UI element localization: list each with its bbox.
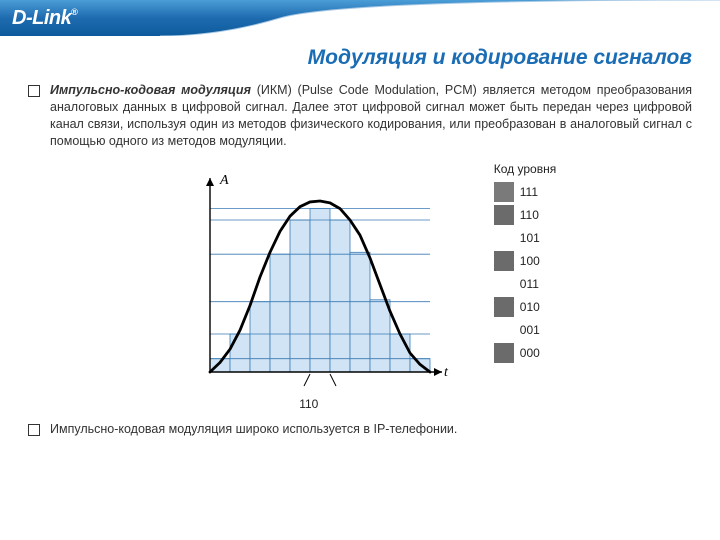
- legend-box: [494, 228, 514, 248]
- legend-box: [494, 205, 514, 225]
- legend-label: 000: [520, 346, 540, 360]
- legend-row: 100: [494, 251, 540, 271]
- legend-label: 011: [520, 277, 539, 291]
- legend-label: 110: [520, 208, 539, 222]
- legend: Код уровня 111 110 101 100 011 010 001 000: [494, 162, 556, 411]
- header-curve: [160, 0, 720, 36]
- legend-row: 111: [494, 182, 540, 202]
- paragraph-1: Импульсно-кодовая модуляция (ИКМ) (Pulse…: [28, 82, 692, 150]
- legend-box: [494, 182, 514, 202]
- svg-text:A: A: [219, 173, 229, 188]
- header-bar: D-Link®: [0, 0, 720, 36]
- content: Импульсно-кодовая модуляция (ИКМ) (Pulse…: [0, 76, 720, 449]
- para1-text: Импульсно-кодовая модуляция (ИКМ) (Pulse…: [50, 82, 692, 150]
- legend-label: 111: [520, 185, 538, 199]
- legend-row: 110: [494, 205, 540, 225]
- chart-column: At 110: [164, 160, 454, 411]
- legend-row: 011: [494, 274, 540, 294]
- legend-box: [494, 251, 514, 271]
- legend-box: [494, 343, 514, 363]
- logo-text: D-Link: [12, 7, 71, 29]
- legend-label: 100: [520, 254, 540, 268]
- para1-lead: Импульсно-кодовая модуляция: [50, 83, 251, 97]
- legend-box: [494, 320, 514, 340]
- legend-row: 010: [494, 297, 540, 317]
- pcm-chart: At: [164, 160, 454, 390]
- svg-text:t: t: [444, 365, 449, 380]
- para2-text: Импульсно-кодовая модуляция широко испол…: [50, 421, 457, 438]
- legend-rows: 111 110 101 100 011 010 001 000: [494, 182, 540, 366]
- paragraph-2: Импульсно-кодовая модуляция широко испол…: [28, 421, 692, 438]
- logo-reg: ®: [71, 7, 77, 17]
- legend-title: Код уровня: [494, 162, 556, 176]
- bullet-icon: [28, 424, 40, 436]
- legend-label: 101: [520, 231, 540, 245]
- legend-row: 000: [494, 343, 540, 363]
- legend-row: 001: [494, 320, 540, 340]
- page-title: Модуляция и кодирование сигналов: [0, 36, 720, 76]
- legend-box: [494, 274, 514, 294]
- below-tick-label: 110: [164, 397, 454, 411]
- legend-box: [494, 297, 514, 317]
- logo: D-Link®: [12, 7, 77, 30]
- legend-row: 101: [494, 228, 540, 248]
- legend-label: 001: [520, 323, 540, 337]
- chart-area: At 110 Код уровня 111 110 101 100 011 010 001 0…: [28, 160, 692, 411]
- bullet-icon: [28, 85, 40, 97]
- legend-label: 010: [520, 300, 540, 314]
